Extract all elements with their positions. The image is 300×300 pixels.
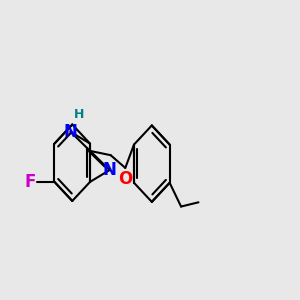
Text: N: N	[64, 123, 77, 141]
Text: F: F	[24, 173, 36, 191]
Text: H: H	[74, 108, 84, 121]
Text: O: O	[118, 170, 132, 188]
Text: N: N	[103, 161, 117, 179]
